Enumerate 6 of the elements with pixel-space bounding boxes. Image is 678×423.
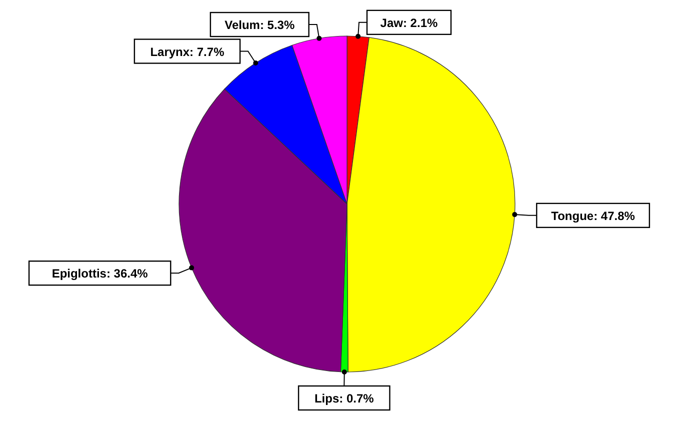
slice-label: Lips: 0.7% bbox=[314, 391, 374, 406]
slice-label: Jaw: 2.1% bbox=[380, 16, 438, 30]
slice-label: Velum: 5.3% bbox=[224, 18, 295, 32]
slice-label: Epiglottis: 36.4% bbox=[52, 266, 148, 281]
slice-label: Tongue: 47.8% bbox=[551, 208, 636, 223]
slice-label: Larynx: 7.7% bbox=[150, 44, 225, 59]
